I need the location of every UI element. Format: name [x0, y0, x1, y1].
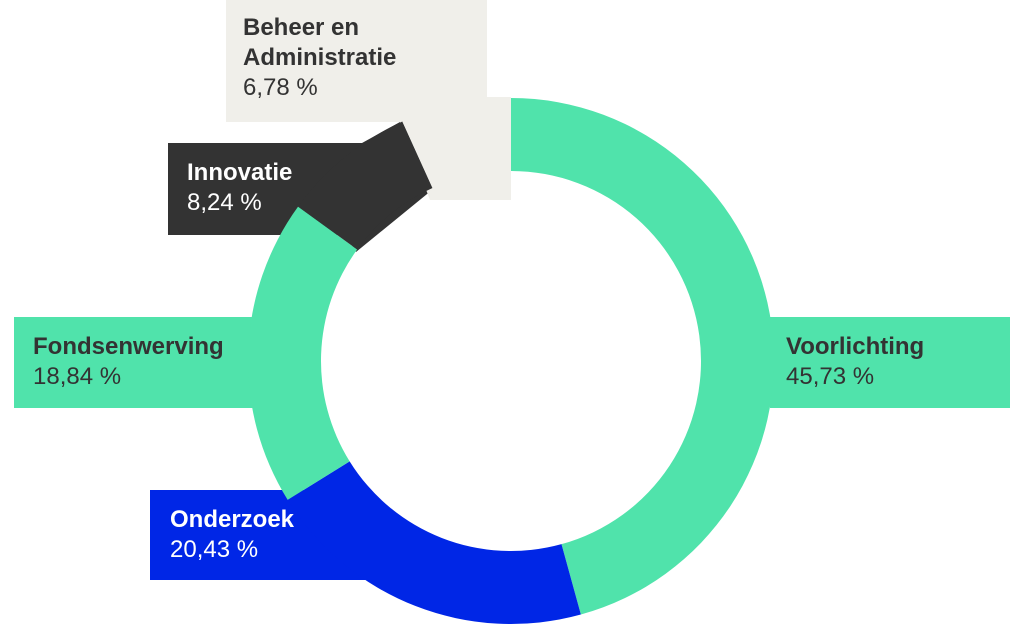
- donut-segment: [298, 121, 433, 250]
- category-name: Beheer en Administratie: [243, 14, 397, 71]
- segment-label: Beheer en Administratie 6,78 %: [243, 13, 453, 103]
- value-label: 8,24 %: [187, 189, 262, 216]
- category-name: Fondsenwerving: [33, 333, 224, 360]
- label-box: [770, 317, 1010, 408]
- value-label: 6,78 %: [243, 74, 318, 101]
- category-name: Innovatie: [187, 159, 293, 186]
- segment-label: Onderzoek 20,43 %: [170, 505, 294, 565]
- value-label: 20,43 %: [170, 536, 259, 563]
- donut-segment: [511, 98, 774, 615]
- value-label: 18,84 %: [33, 363, 122, 390]
- segment-label: Fondsenwerving 18,84 %: [33, 332, 224, 392]
- category-name: Onderzoek: [170, 506, 295, 533]
- label-box: [14, 317, 254, 408]
- donut-segment: [287, 461, 581, 624]
- value-label: 45,73 %: [786, 363, 875, 390]
- category-name: Voorlichting: [786, 333, 925, 360]
- donut-segment: [402, 98, 511, 188]
- segment-label: Innovatie 8,24 %: [187, 158, 292, 218]
- segment-label: Voorlichting 45,73 %: [786, 332, 924, 392]
- donut-segment: [248, 206, 358, 500]
